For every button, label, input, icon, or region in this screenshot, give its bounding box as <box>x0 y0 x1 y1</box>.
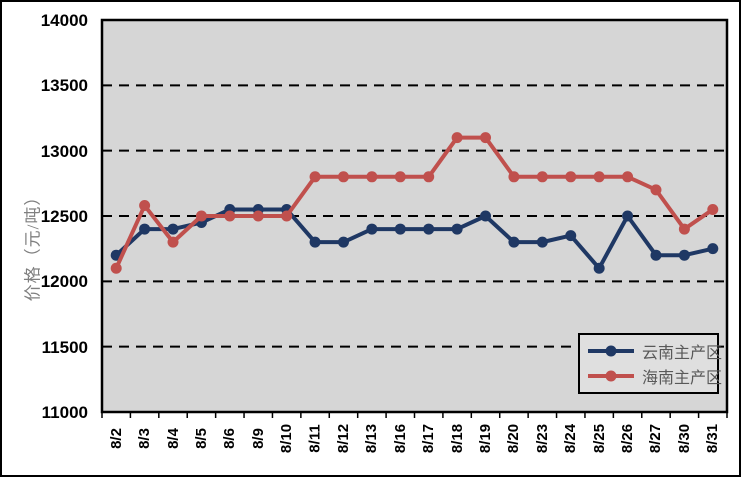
legend-item-yunnan: 云南主产区 <box>586 339 722 363</box>
series-marker-yunnan <box>366 223 378 235</box>
series-marker-hainan <box>678 223 690 235</box>
y-tick-label: 12000 <box>40 272 88 292</box>
series-marker-yunnan <box>337 236 349 248</box>
series-marker-yunnan <box>423 223 435 235</box>
series-marker-hainan <box>309 171 321 183</box>
legend-item-hainan: 海南主产区 <box>586 364 722 388</box>
series-marker-yunnan <box>139 223 151 235</box>
series-marker-hainan <box>565 171 577 183</box>
series-marker-hainan <box>593 171 605 183</box>
x-tick-label: 8/31 <box>691 415 735 461</box>
y-tick-label: 11500 <box>41 337 88 357</box>
legend-label-hainan: 海南主产区 <box>642 370 723 388</box>
y-tick-label: 12500 <box>40 207 88 226</box>
series-marker-hainan <box>536 171 548 183</box>
series-marker-hainan <box>650 184 662 196</box>
series-marker-yunnan <box>309 236 321 248</box>
series-marker-yunnan <box>707 243 719 255</box>
series-marker-hainan <box>451 132 463 144</box>
series-marker-yunnan <box>565 230 577 242</box>
series-marker-hainan <box>366 171 378 183</box>
series-marker-hainan <box>423 171 435 183</box>
legend-marker-yunnan <box>588 345 634 357</box>
series-marker-yunnan <box>508 236 520 248</box>
series-marker-yunnan <box>167 223 179 235</box>
series-marker-yunnan <box>650 249 662 261</box>
series-marker-hainan <box>139 200 151 212</box>
series-marker-hainan <box>480 132 492 144</box>
series-line-hainan <box>114 135 714 270</box>
series-marker-hainan <box>252 210 264 222</box>
y-tick-label: 13000 <box>40 141 88 161</box>
series-marker-hainan <box>337 171 349 183</box>
series-marker-yunnan <box>678 249 690 261</box>
x-tick-label-text: 8/31 <box>704 423 722 453</box>
series-marker-yunnan <box>394 223 406 235</box>
series-marker-hainan <box>707 203 719 215</box>
series-marker-yunnan <box>536 236 548 248</box>
series-marker-yunnan <box>593 262 605 274</box>
y-tick-label: 11000 <box>41 403 88 422</box>
series-marker-hainan <box>167 236 179 248</box>
legend: 云南主产区 海南主产区 <box>578 333 722 394</box>
series-marker-hainan <box>195 210 207 222</box>
series-marker-hainan <box>622 171 634 183</box>
series-marker-yunnan <box>480 210 492 222</box>
y-tick-label: 13500 <box>40 76 88 96</box>
series-marker-hainan <box>110 262 122 274</box>
legend-label-yunnan: 云南主产区 <box>642 344 723 362</box>
series-marker-yunnan <box>622 210 634 222</box>
series-marker-hainan <box>394 171 406 183</box>
series-marker-yunnan <box>451 223 463 235</box>
series-marker-hainan <box>224 210 236 222</box>
legend-marker-hainan <box>588 370 634 382</box>
series-marker-hainan <box>508 171 520 183</box>
y-tick-label: 14000 <box>40 11 88 30</box>
series-marker-hainan <box>281 210 293 222</box>
